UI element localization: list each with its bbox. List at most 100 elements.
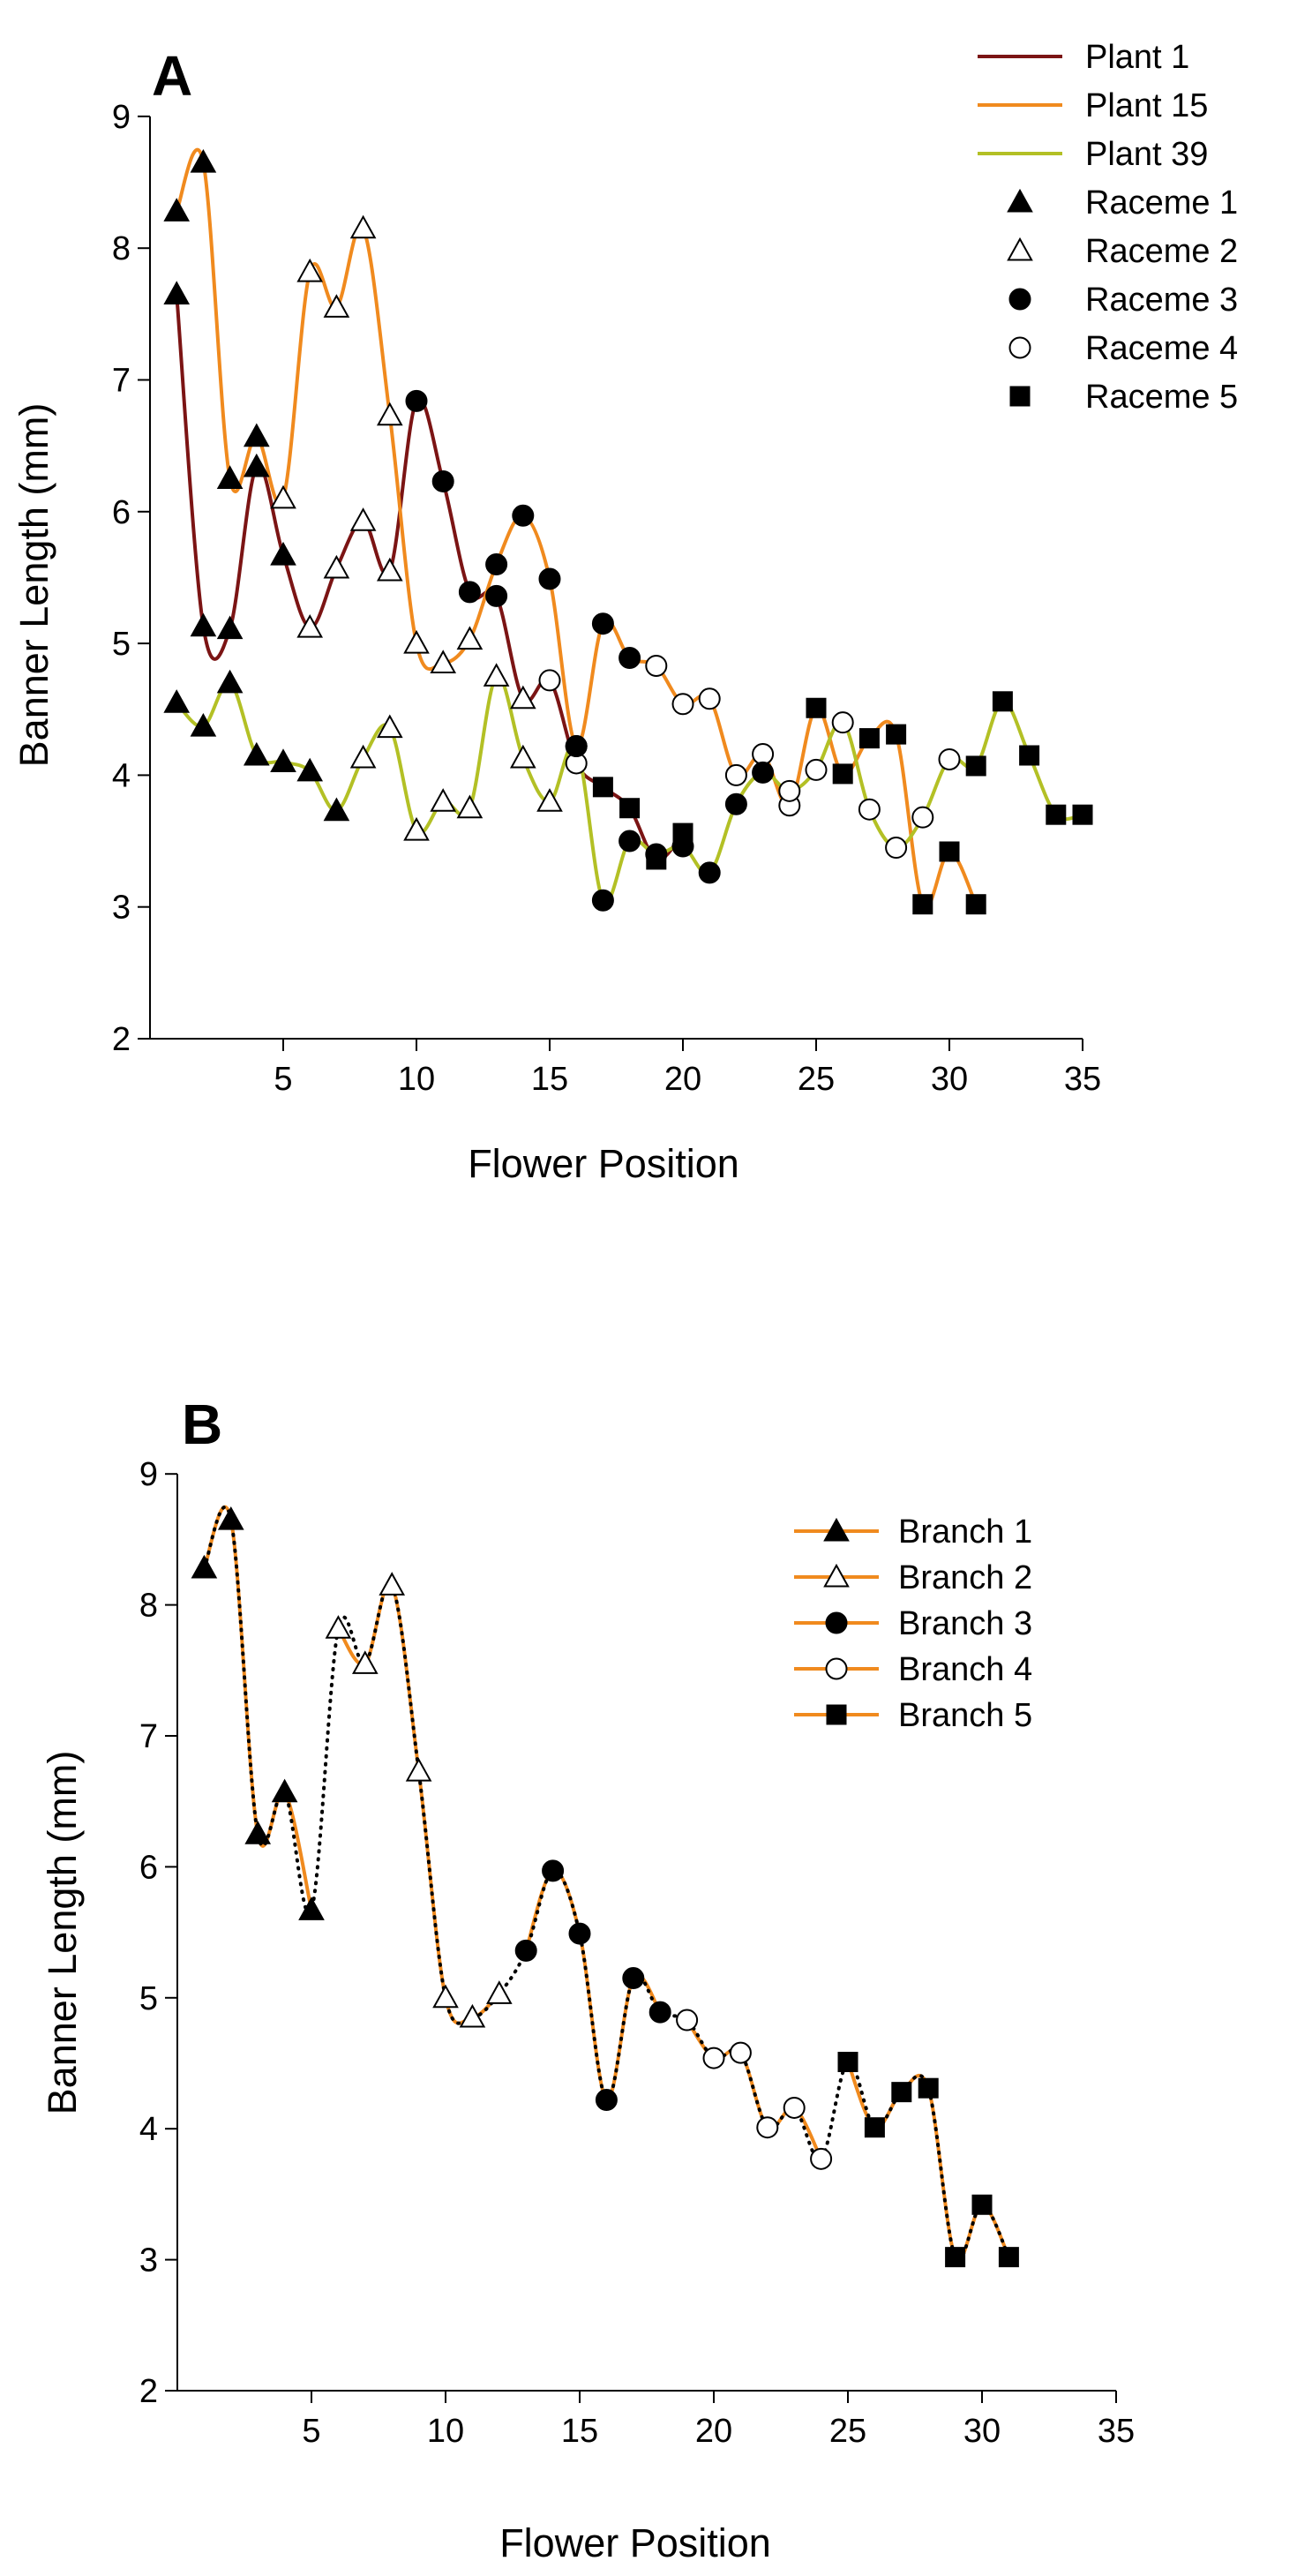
- x-tick-label: 10: [427, 2413, 464, 2450]
- data-point: [459, 2003, 486, 2028]
- legend-swatch-marker: [823, 1517, 850, 1542]
- data-point: [323, 294, 350, 318]
- legend-item: Raceme 5: [1009, 379, 1238, 416]
- legend-swatch-marker: [823, 1563, 850, 1588]
- data-point: [323, 554, 350, 579]
- legend-label: Branch 4: [898, 1651, 1032, 1688]
- data-point: [645, 843, 668, 866]
- overall-dotted-line: [202, 1505, 1011, 2263]
- data-point: [190, 148, 217, 173]
- data-point: [595, 2089, 618, 2112]
- data-point: [456, 626, 484, 650]
- data-point: [376, 557, 403, 582]
- legend-swatch-marker: [1007, 237, 1033, 261]
- data-point: [645, 654, 668, 677]
- x-axis-title: Flower Position: [468, 1141, 739, 1186]
- x-tick-label: 35: [1098, 2413, 1135, 2450]
- y-tick-label: 6: [112, 494, 131, 531]
- y-tick-label: 8: [112, 230, 131, 267]
- data-point: [509, 744, 536, 769]
- data-point: [702, 2047, 725, 2069]
- data-point: [911, 806, 934, 829]
- data-point: [885, 837, 908, 860]
- data-point: [216, 669, 244, 694]
- data-point: [619, 798, 641, 819]
- data-point: [376, 714, 403, 739]
- branch-line: [202, 1505, 313, 1911]
- panel-label: B: [182, 1393, 222, 1456]
- data-point: [864, 2117, 885, 2138]
- series-line: [175, 673, 1083, 905]
- legend-swatch-marker: [826, 1704, 847, 1725]
- legend-label: Branch 1: [898, 1513, 1032, 1551]
- series-markers-plant-1: [163, 281, 693, 870]
- data-point: [971, 2194, 993, 2215]
- legend-item: Plant 39: [978, 136, 1208, 173]
- x-axis-title: Flower Position: [499, 2520, 771, 2565]
- data-point: [430, 650, 457, 673]
- data-point: [243, 423, 270, 447]
- legend-item: Branch 2: [794, 1559, 1032, 1596]
- legend-swatch-marker: [1009, 386, 1031, 407]
- data-point: [778, 779, 801, 802]
- data-point: [216, 615, 244, 640]
- legend-label: Branch 2: [898, 1559, 1032, 1596]
- data-point: [565, 735, 588, 758]
- series-markers-plant-15: [163, 148, 986, 915]
- data-point: [729, 2041, 752, 2064]
- data-point: [756, 2116, 779, 2139]
- data-point: [591, 612, 614, 635]
- branch-branch-1-line: [202, 1505, 313, 1911]
- branch-branch-2-line: [336, 1581, 501, 2025]
- branch-markers: [676, 2009, 833, 2170]
- series-markers-plant-39: [163, 663, 1093, 912]
- y-tick-label: 3: [112, 890, 131, 927]
- y-tick-label: 7: [112, 363, 131, 400]
- data-point: [992, 691, 1013, 712]
- data-point: [1046, 804, 1067, 825]
- data-point: [296, 613, 324, 638]
- x-tick-label: 10: [398, 1061, 435, 1098]
- data-point: [323, 797, 350, 822]
- data-point: [724, 763, 747, 786]
- data-point: [837, 2052, 858, 2073]
- legend-item: Plant 15: [978, 87, 1208, 124]
- data-point: [752, 761, 775, 784]
- data-point: [244, 1821, 272, 1844]
- x-tick-label: 35: [1064, 1061, 1101, 1098]
- data-point: [998, 2247, 1019, 2268]
- data-point: [592, 777, 613, 798]
- data-point: [698, 861, 721, 884]
- legend-item: Plant 1: [978, 39, 1189, 76]
- data-point: [243, 741, 270, 766]
- y-axis-title: Banner Length (mm): [11, 403, 56, 768]
- legend-label: Raceme 1: [1085, 184, 1238, 222]
- data-point: [918, 2077, 939, 2099]
- legend-swatch-marker: [1008, 336, 1031, 359]
- data-point: [810, 2147, 833, 2170]
- x-tick-label: 15: [561, 2413, 598, 2450]
- data-point: [752, 743, 775, 766]
- data-point: [512, 504, 535, 527]
- panel-a-chart: 2 3 4 5 6 7 8 9 5 10 15 20 25 30 35 Flower Position Bann…: [11, 39, 1238, 1186]
- data-point: [485, 553, 508, 576]
- series-plant-39: [175, 673, 1083, 905]
- data-point: [538, 567, 561, 590]
- branch-line: [336, 1581, 501, 2025]
- x-tick-label: 5: [274, 1061, 292, 1098]
- data-point: [405, 389, 428, 412]
- data-point: [676, 2009, 699, 2032]
- data-point: [458, 581, 481, 604]
- legend-item: Branch 1: [794, 1513, 1032, 1551]
- data-point: [430, 788, 457, 812]
- y-tick-label: 9: [112, 99, 131, 136]
- y-tick-label: 9: [139, 1456, 158, 1493]
- legend-item: Raceme 2: [1007, 233, 1238, 270]
- series-line: [175, 294, 685, 862]
- data-point: [191, 1554, 218, 1579]
- branch-markers: [191, 1506, 325, 1920]
- y-tick-label: 7: [139, 1718, 158, 1755]
- data-point: [831, 711, 854, 734]
- legend-label: Raceme 2: [1085, 233, 1238, 270]
